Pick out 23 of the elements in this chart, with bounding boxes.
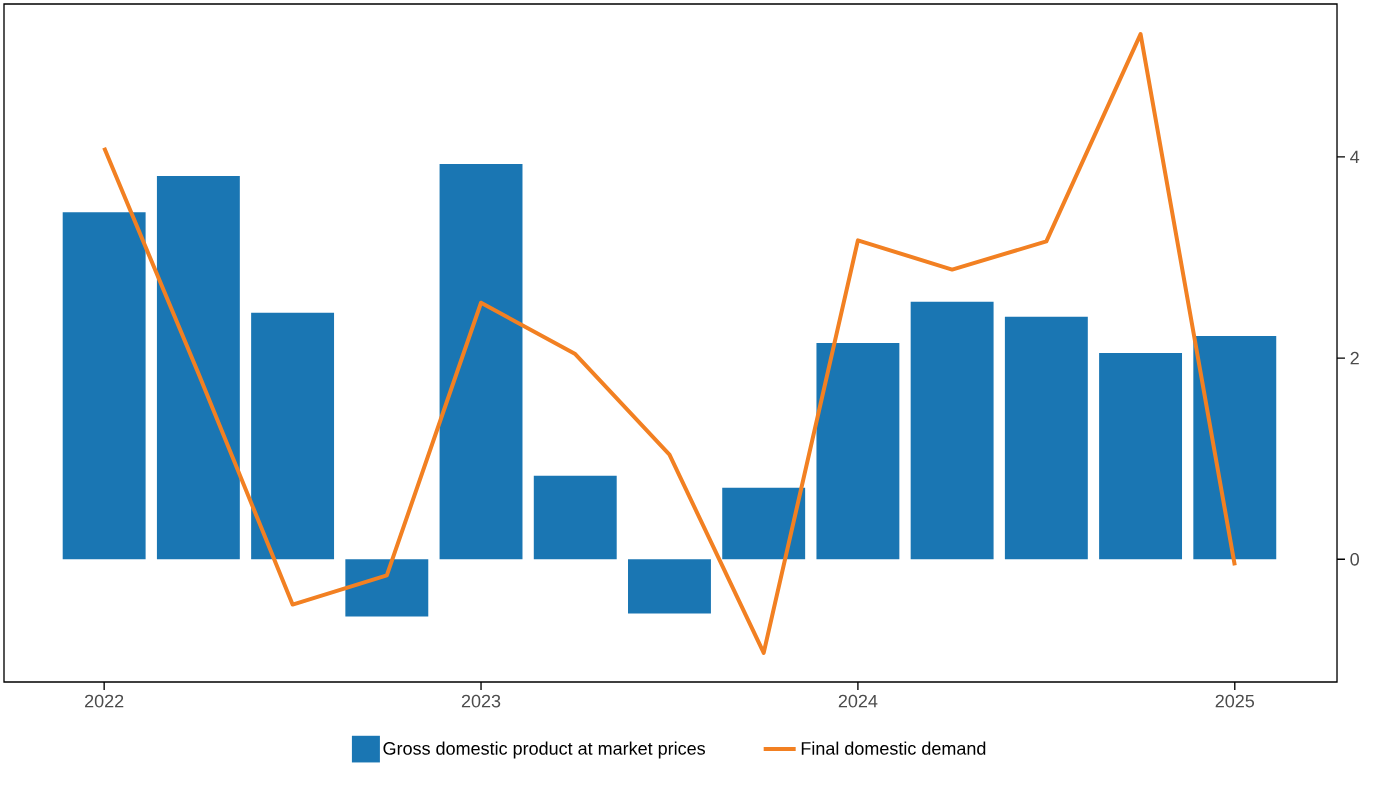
bar <box>533 475 617 560</box>
bar <box>62 212 146 560</box>
bar <box>1193 335 1277 560</box>
y-tick-label: 0 <box>1350 552 1359 566</box>
bar <box>1099 353 1183 560</box>
y-tick-label: 4 <box>1350 150 1360 164</box>
x-tick-label: 2023 <box>461 694 501 708</box>
bar <box>816 342 900 560</box>
legend-label: Gross domestic product at market prices <box>383 741 705 759</box>
bar <box>628 559 711 614</box>
bar <box>345 559 429 617</box>
x-tick-label: 2022 <box>85 694 124 708</box>
bar <box>910 301 994 560</box>
bar <box>1004 316 1088 560</box>
x-tick-label: 2024 <box>838 694 878 708</box>
line-series <box>102 32 1237 655</box>
y-tick-label: 2 <box>1350 351 1359 365</box>
legend-label: Final domestic demand <box>801 741 986 755</box>
bar <box>156 176 240 560</box>
bar <box>439 163 523 560</box>
bar <box>251 312 335 560</box>
x-tick-label: 2025 <box>1215 694 1255 708</box>
bar <box>722 487 806 560</box>
